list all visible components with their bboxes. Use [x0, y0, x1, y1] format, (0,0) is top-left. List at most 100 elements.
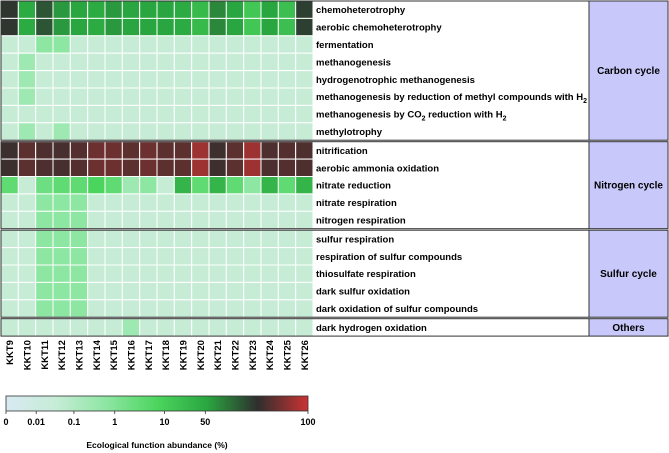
- heatmap-cell: [191, 193, 210, 212]
- heatmap-cell: [277, 299, 297, 318]
- heatmap-cell: [260, 52, 279, 72]
- heatmap-cell: [52, 122, 71, 141]
- heatmap-cell: [121, 193, 141, 212]
- heatmap-cell: [173, 35, 193, 54]
- heatmap-cell: [156, 104, 175, 124]
- heatmap-cell: [260, 299, 279, 318]
- heatmap-cell: [52, 0, 71, 19]
- sample-label: KKT21: [213, 339, 224, 370]
- heatmap-cell: [69, 35, 89, 54]
- heatmap-cell: [243, 104, 262, 124]
- heatmap-cell: [173, 318, 193, 337]
- heatmap-cell: [156, 264, 175, 283]
- heatmap-cell: [208, 247, 227, 266]
- heatmap-cell: [87, 264, 106, 283]
- heatmap-cell: [208, 52, 227, 72]
- heatmap-cell: [260, 229, 279, 249]
- sample-label: KKT19: [179, 340, 190, 370]
- heatmap-cell: [295, 176, 314, 195]
- sample-label: KKT14: [92, 339, 103, 370]
- heatmap-cell: [139, 193, 158, 212]
- colorbar-tick-label: 0.1: [68, 417, 81, 427]
- heatmap-cell: [87, 158, 106, 178]
- heatmap-cell: [295, 122, 314, 141]
- heatmap-cell: [295, 247, 314, 266]
- heatmap-cell: [87, 141, 106, 160]
- heatmap-cell: [225, 176, 245, 195]
- heatmap-cell: [17, 35, 37, 54]
- heatmap-cell: [104, 52, 123, 72]
- heatmap-cell: [295, 35, 314, 54]
- heatmap-cell: [139, 210, 158, 230]
- heatmap-cell: [173, 52, 193, 72]
- heatmap-cell: [156, 35, 175, 54]
- heatmap-cell: [35, 0, 54, 19]
- heatmap-cell: [243, 122, 262, 141]
- heatmap-cell: [52, 158, 71, 178]
- heatmap-cell: [139, 281, 158, 301]
- heatmap-cell: [69, 210, 89, 230]
- heatmap-cell: [17, 0, 37, 19]
- heatmap-cell: [139, 70, 158, 89]
- heatmap-cell: [0, 141, 19, 160]
- heatmap-cell: [191, 141, 210, 160]
- heatmap-cell: [87, 104, 106, 124]
- heatmap-cell: [191, 35, 210, 54]
- cycle-label: Nitrogen cycle: [594, 181, 663, 192]
- heatmap-cell: [208, 35, 227, 54]
- heatmap-cell: [260, 87, 279, 106]
- heatmap-cell: [52, 141, 71, 160]
- cycle-box: [589, 1, 668, 141]
- heatmap-cell: [139, 299, 158, 318]
- heatmap-cell: [191, 17, 210, 37]
- heatmap-cell: [277, 158, 297, 178]
- heatmap-cell: [277, 17, 297, 37]
- heatmap-cell: [121, 0, 141, 19]
- heatmap-cell: [139, 247, 158, 266]
- heatmap-cell: [191, 104, 210, 124]
- heatmap-cell: [277, 122, 297, 141]
- heatmap-cell: [295, 70, 314, 89]
- heatmap-cell: [277, 281, 297, 301]
- heatmap-cell: [87, 299, 106, 318]
- heatmap-cell: [104, 229, 123, 249]
- heatmap-cell: [139, 35, 158, 54]
- heatmap-cell: [225, 70, 245, 89]
- heatmap-cell: [208, 210, 227, 230]
- colorbar-tick-label: 100: [300, 417, 315, 427]
- heatmap-cell: [156, 247, 175, 266]
- sample-label: KKT13: [75, 340, 86, 370]
- heatmap-cell: [191, 299, 210, 318]
- heatmap-cell: [277, 210, 297, 230]
- heatmap-cell: [69, 0, 89, 19]
- sample-label: KKT15: [109, 339, 120, 370]
- heatmap-cell: [0, 176, 19, 195]
- heatmap-cell: [139, 122, 158, 141]
- heatmap-cell: [156, 158, 175, 178]
- heatmap-cell: [69, 229, 89, 249]
- heatmap-cell: [156, 281, 175, 301]
- heatmap-cell: [277, 104, 297, 124]
- heatmap-cell: [295, 318, 314, 337]
- heatmap-cell: [121, 141, 141, 160]
- heatmap-cell: [17, 70, 37, 89]
- heatmap-cell: [260, 122, 279, 141]
- heatmap-cell: [243, 158, 262, 178]
- heatmap-cell: [104, 247, 123, 266]
- heatmap-cell: [243, 229, 262, 249]
- heatmap-cell: [191, 52, 210, 72]
- heatmap-cell: [17, 87, 37, 106]
- heatmap-cell: [156, 299, 175, 318]
- heatmap-cell: [225, 104, 245, 124]
- heatmap-cell: [0, 281, 19, 301]
- heatmap-cell: [87, 35, 106, 54]
- heatmap-cell: [260, 141, 279, 160]
- heatmap-cell: [208, 193, 227, 212]
- cycle-border: [0, 229, 669, 318]
- heatmap-cell: [295, 281, 314, 301]
- heatmap-cell: [139, 17, 158, 37]
- heatmap-cell: [277, 193, 297, 212]
- heatmap-cell: [104, 0, 123, 19]
- sample-label: KKT22: [231, 340, 242, 370]
- heatmap-cell: [191, 158, 210, 178]
